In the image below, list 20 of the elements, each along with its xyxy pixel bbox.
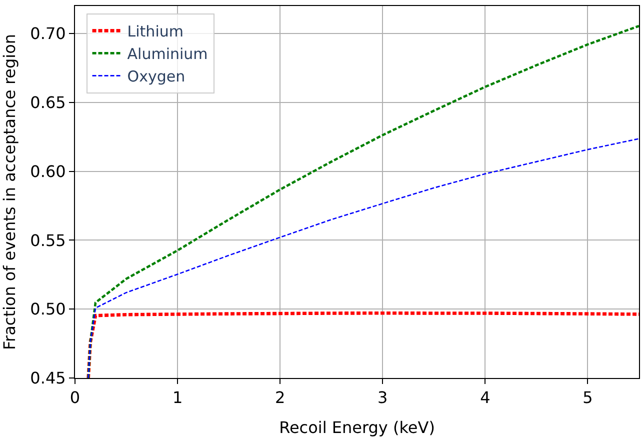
legend-label: Oxygen	[127, 68, 186, 86]
y-tick-label: 0.70	[30, 24, 66, 44]
y-tick-label: 0.60	[30, 162, 66, 181]
x-tick-label: 0	[70, 388, 80, 408]
y-tick-label: 0.55	[30, 230, 66, 250]
legend-label: Aluminium	[127, 45, 208, 64]
y-axis-title: Fraction of events in acceptance region	[0, 34, 19, 350]
line-series	[86, 311, 639, 378]
x-tick-label: 5	[582, 388, 593, 408]
x-tick-label: 3	[378, 388, 388, 408]
legend-label: Lithium	[127, 22, 184, 41]
y-tick-label: 0.45	[30, 368, 66, 388]
x-tick-label: 1	[172, 388, 183, 408]
x-tick-label: 4	[480, 388, 490, 408]
line-series	[87, 24, 639, 378]
y-tick-label: 0.65	[30, 93, 66, 112]
line-series	[88, 138, 639, 378]
x-tick-label: 2	[274, 388, 286, 408]
y-tick-label: 0.50	[30, 300, 66, 319]
x-axis-title: Recoil Energy (keV)	[279, 418, 435, 437]
